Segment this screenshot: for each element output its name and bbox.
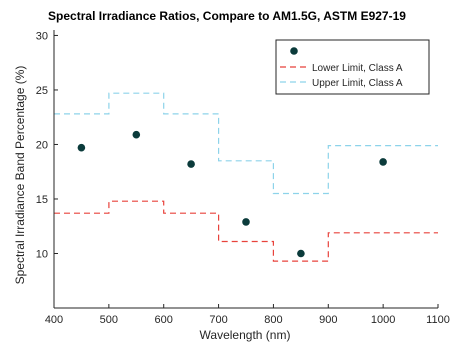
legend-label-lower: Lower Limit, Class A	[312, 63, 403, 74]
chart-title: Spectral Irradiance Ratios, Compare to A…	[48, 9, 406, 23]
y-tick-label: 10	[36, 248, 48, 260]
x-axis-label: Wavelength (nm)	[200, 328, 291, 342]
x-tick-label: 1000	[371, 314, 395, 326]
data-point	[77, 143, 86, 152]
y-tick-label: 25	[36, 85, 48, 97]
x-tick-label: 700	[209, 314, 227, 326]
y-axis-label: Spectral Irradiance Band Percentage (%)	[13, 66, 27, 285]
data-point	[242, 218, 250, 226]
y-tick-label: 30	[36, 30, 48, 42]
data-point	[132, 130, 141, 139]
series-line-lower	[54, 200, 438, 262]
data-point	[297, 249, 305, 258]
y-tick-label: 20	[36, 139, 48, 151]
legend-label-upper: Upper Limit, Class A	[312, 78, 403, 89]
series-line-upper	[54, 92, 438, 195]
plot-area	[54, 92, 438, 262]
x-tick-label: 500	[100, 314, 118, 326]
legend-marker-points	[290, 47, 298, 55]
x-tick-label: 600	[155, 314, 173, 326]
y-tick-label: 15	[36, 194, 48, 206]
data-point	[187, 160, 195, 168]
x-tick-label: 800	[264, 314, 282, 326]
axes: 400 500 600 700 800 900 1000 1100 10 15 20 25 30	[36, 30, 450, 326]
x-tick-label: 1100	[426, 314, 450, 326]
legend: Lower Limit, Class A Upper Limit, Class …	[275, 39, 430, 95]
data-point	[379, 158, 387, 166]
x-tick-label: 400	[45, 314, 63, 326]
x-tick-label: 900	[319, 314, 337, 326]
